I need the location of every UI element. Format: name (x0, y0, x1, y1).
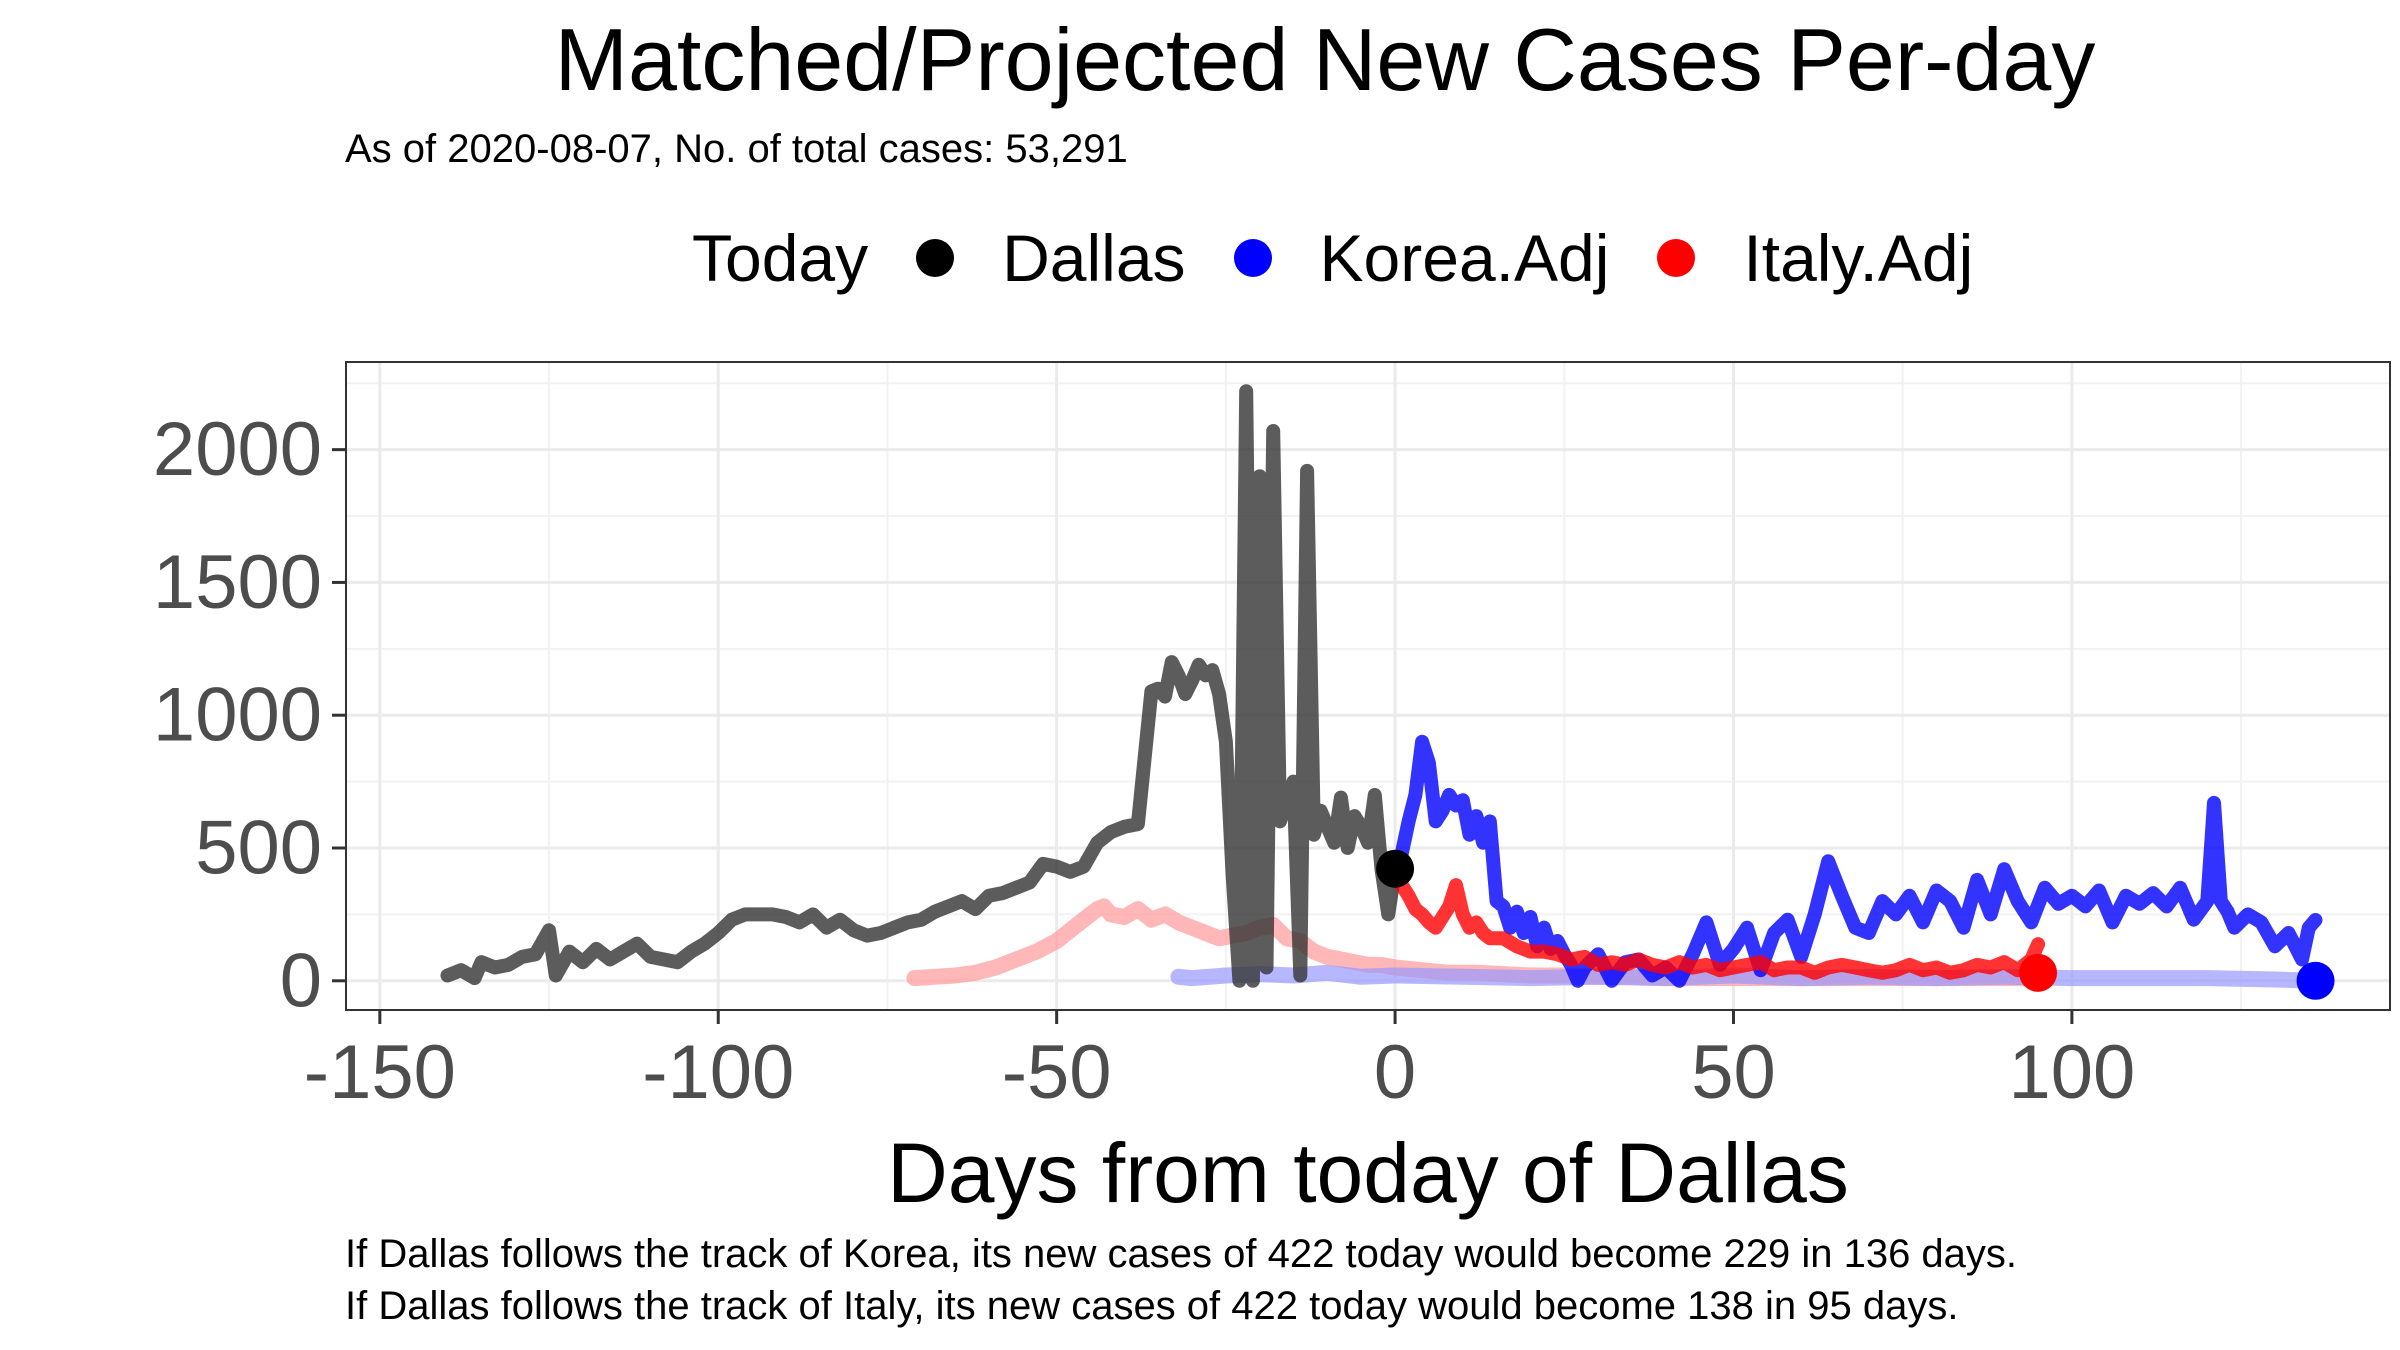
chart-title: Matched/Projected New Cases Per-day (554, 10, 2096, 109)
legend-label-dallas: Dallas (1002, 221, 1186, 295)
series-line-dallas (440, 384, 1403, 988)
x-tick-label: -150 (304, 1030, 456, 1115)
legend-key-dallas (916, 239, 955, 277)
x-tick-label: 100 (2008, 1030, 2135, 1115)
x-axis-title: Days from today of Dallas (887, 1126, 1849, 1220)
y-tick-label: 2000 (153, 407, 322, 492)
caption-line-italy: If Dallas follows the track of Italy, it… (345, 1284, 1959, 1328)
legend-key-korea (1233, 239, 1272, 277)
legend-item-italy: Italy.Adj (1657, 218, 1973, 298)
plot-panel-border (345, 361, 2391, 1011)
legend-item-dallas: Dallas (916, 218, 1186, 298)
marker-italy-adj (2019, 953, 2058, 992)
series-line-italy-adj (1388, 861, 2046, 980)
y-tick-label: 1000 (153, 673, 322, 758)
legend-label-italy: Italy.Adj (1743, 221, 1974, 295)
marker-korea-adj (2296, 961, 2335, 1000)
legend-item-korea: Korea.Adj (1233, 218, 1610, 298)
axis-ticks: 0 500 1000 1500 2000 -150 -100 -50 0 50 100 (153, 407, 2135, 1115)
chart-subtitle: As of 2020-08-07, No. of total cases: 53… (345, 127, 1128, 171)
series-lines (440, 384, 2324, 989)
marker-dallas (1376, 849, 1415, 888)
x-tick-label: -50 (1002, 1030, 1112, 1115)
legend-title: Today (692, 221, 869, 295)
x-tick-label: 0 (1374, 1030, 1416, 1115)
series-line-korea-adj (1388, 734, 2323, 988)
y-tick-label: 0 (280, 938, 322, 1023)
x-tick-label: 50 (1691, 1030, 1776, 1115)
series-markers (1376, 849, 2335, 1000)
legend: Today Dallas Korea.Adj Italy.Adj (692, 218, 2021, 298)
legend-label-korea: Korea.Adj (1319, 221, 1610, 295)
legend-key-italy (1657, 239, 1696, 277)
y-tick-label: 500 (195, 806, 322, 891)
x-tick-label: -100 (642, 1030, 794, 1115)
series-line-matched-4 (1170, 964, 2324, 989)
caption: If Dallas follows the track of Korea, it… (345, 1228, 2017, 1332)
y-tick-label: 1500 (153, 540, 322, 625)
caption-line-korea: If Dallas follows the track of Korea, it… (345, 1232, 2018, 1276)
